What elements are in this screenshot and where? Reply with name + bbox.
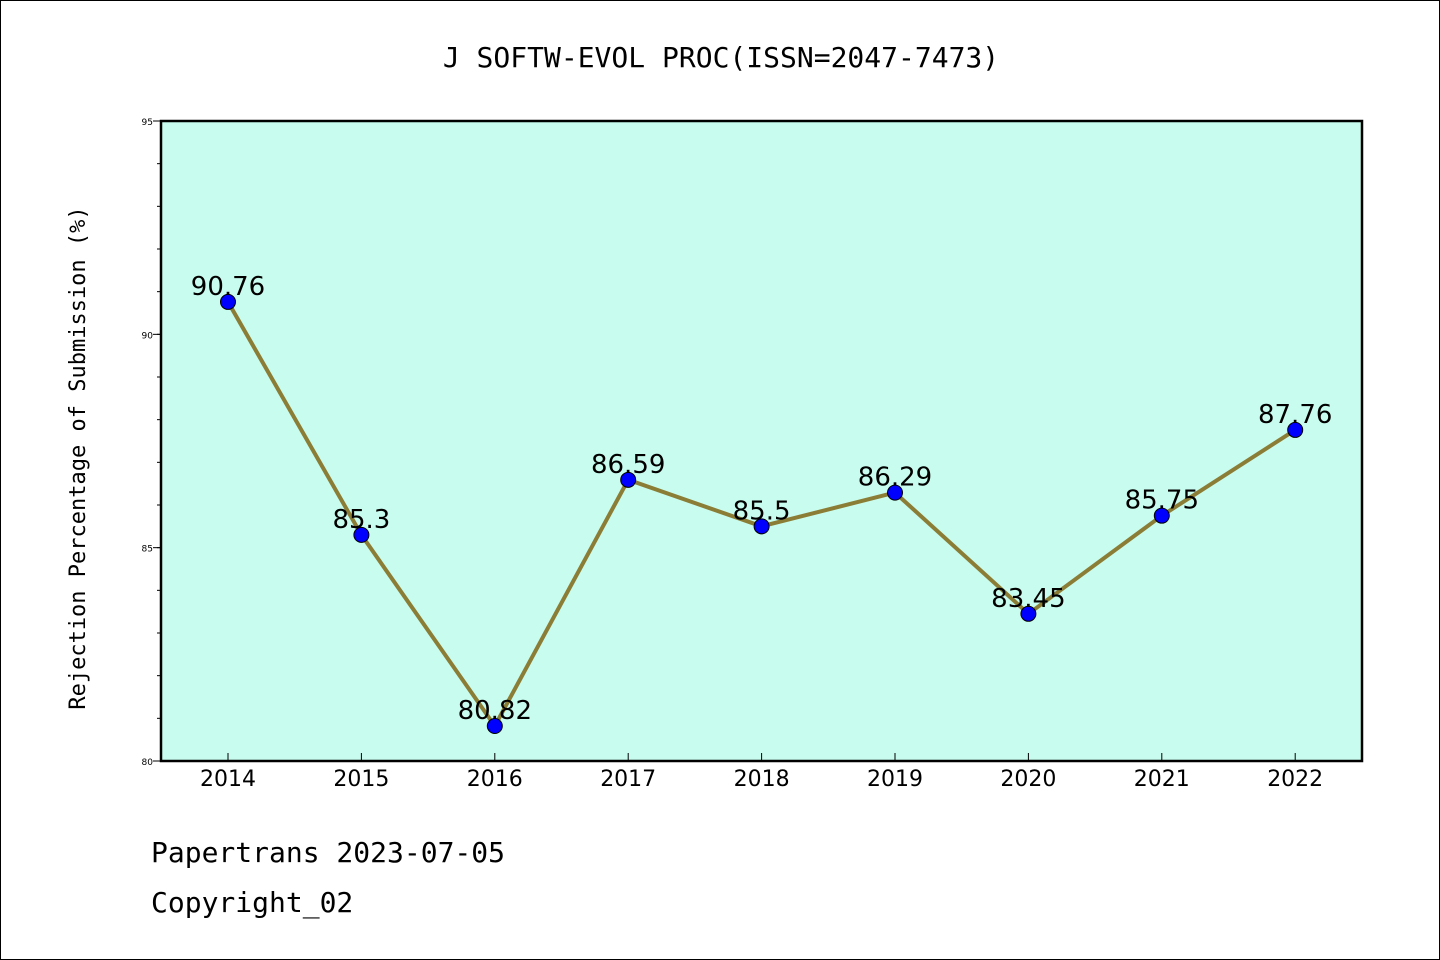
data-label: 87.76 (1258, 400, 1332, 430)
data-point (620, 471, 637, 488)
x-axis: 2014 2015 2016 2017 2018 2019 2020 2021 2022 (200, 753, 1323, 792)
data-label: 85.5 (733, 496, 791, 526)
y-tick-label: 90 (142, 331, 154, 341)
data-label: 86.29 (858, 463, 932, 493)
x-tick-label: 2021 (1134, 767, 1190, 792)
y-tick-label: 80 (142, 758, 154, 768)
data-point (753, 518, 770, 535)
x-tick-label: 2020 (1000, 767, 1056, 792)
data-point (1153, 507, 1170, 524)
plot-area (159, 119, 1364, 763)
data-label: 90.76 (191, 272, 265, 302)
data-markers (220, 293, 1304, 735)
footer-copyright-text: Copyright_02 (151, 886, 354, 919)
y-axis: 80 85 90 95 (142, 118, 161, 768)
data-label: 85.3 (332, 505, 390, 535)
chart-title: J SOFTW-EVOL PROC(ISSN=2047-7473) (443, 41, 999, 74)
data-point (1020, 605, 1037, 622)
y-tick-label: 85 (142, 545, 153, 555)
x-tick-label: 2019 (867, 767, 923, 792)
data-label: 80.82 (458, 696, 532, 726)
data-point (220, 293, 236, 310)
x-tick-label: 2014 (200, 767, 256, 792)
data-label: 83.45 (991, 584, 1065, 614)
y-axis-label: Rejection Percentage of Submission (%) (66, 206, 91, 709)
data-point (887, 484, 903, 501)
x-tick-label: 2022 (1267, 767, 1323, 792)
x-tick-label: 2018 (734, 767, 790, 792)
x-tick-label: 2016 (467, 767, 523, 792)
x-tick-label: 2017 (600, 767, 656, 792)
y-tick-label: 95 (142, 118, 153, 128)
data-point (353, 526, 370, 543)
data-point (486, 718, 503, 735)
data-label: 86.59 (591, 450, 665, 480)
data-point (1287, 421, 1304, 438)
data-label: 85.75 (1125, 486, 1199, 516)
footer-date-text: Papertrans 2023-07-05 (151, 836, 506, 869)
data-labels: 90.76 85.3 80.82 86.59 85.5 86.29 83.45 85.75 87… (191, 272, 1333, 726)
x-tick-label: 2015 (333, 767, 389, 792)
